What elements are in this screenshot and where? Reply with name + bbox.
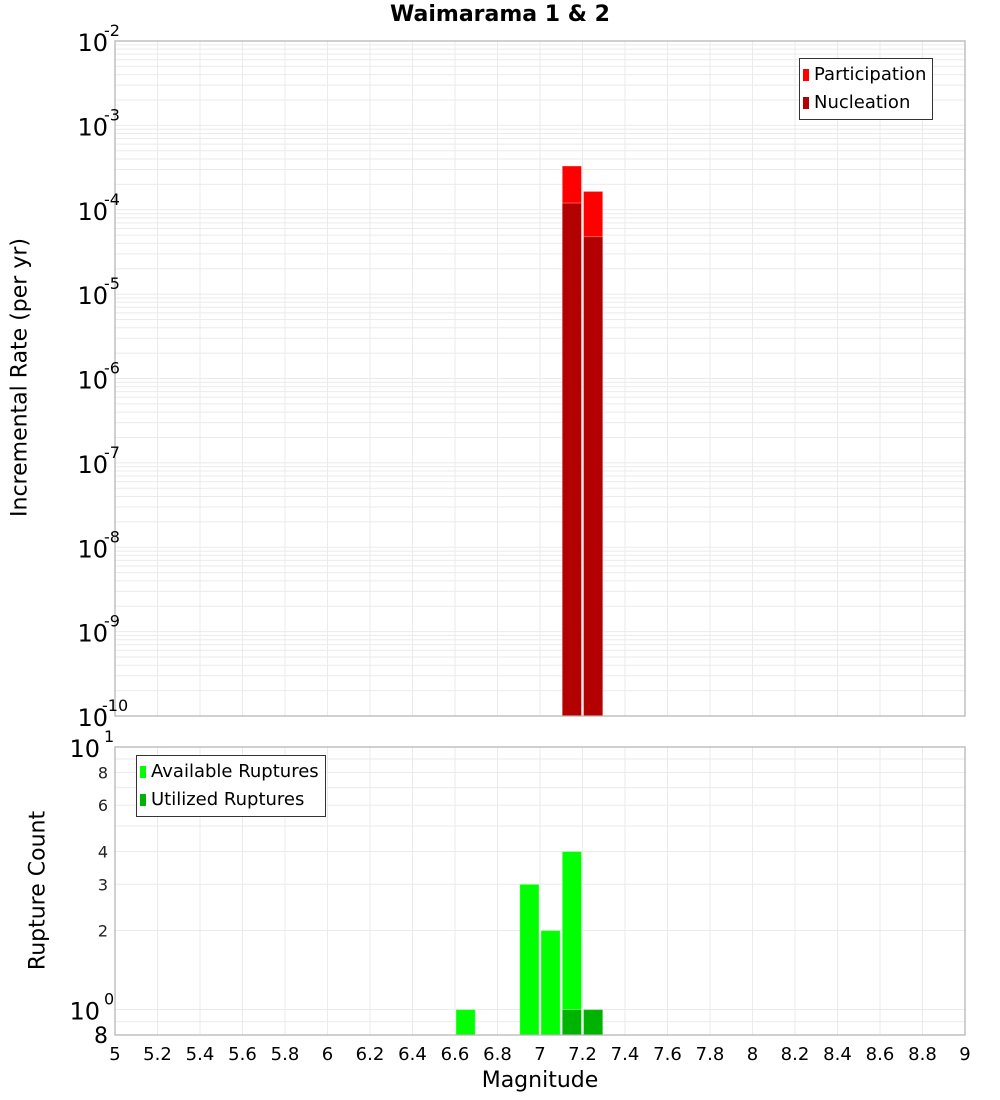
count-bar [455, 1009, 476, 1036]
svg-text:-6: -6 [104, 359, 120, 378]
count-bar [540, 930, 561, 1036]
x-tick-label: 8.6 [866, 1044, 895, 1065]
x-tick-label: 5.4 [186, 1044, 215, 1065]
y-tick-label: 10 [77, 29, 108, 57]
x-tick-label: 5.6 [228, 1044, 257, 1065]
y-tick-label: 3 [98, 875, 108, 894]
x-tick-label: 6.4 [398, 1044, 427, 1065]
rate-bar [561, 202, 582, 717]
legend-item-available: Available Ruptures [140, 758, 319, 786]
legend-item-utilized: Utilized Ruptures [140, 786, 319, 814]
y-tick-label: 10 [77, 451, 108, 479]
y-tick-label: 10 [77, 367, 108, 395]
x-tick-label: 8.4 [823, 1044, 852, 1065]
legend-label: Participation [814, 64, 927, 85]
y-tick-label: 8 [98, 763, 108, 782]
count-bar [583, 1009, 604, 1036]
y-tick-label: 10 [77, 113, 108, 141]
svg-text:-5: -5 [104, 274, 120, 293]
y-tick-label: 2 [98, 922, 108, 941]
x-tick-label: 5.8 [271, 1044, 300, 1065]
x-tick-label: 8 [747, 1044, 758, 1065]
x-tick-label: 5 [109, 1044, 120, 1065]
svg-text:-9: -9 [104, 612, 120, 631]
legend-item-participation: Participation [803, 61, 926, 89]
y-tick-label: 10 [69, 735, 100, 763]
svg-text:-4: -4 [104, 190, 120, 209]
y-tick-label: 10 [77, 198, 108, 226]
x-tick-label: 7.4 [611, 1044, 640, 1065]
svg-text:-8: -8 [104, 527, 120, 546]
top-y-axis-label: Incremental Rate (per yr) [7, 238, 33, 517]
svg-text:-7: -7 [104, 443, 120, 462]
x-tick-label: 6.6 [441, 1044, 470, 1065]
y-tick-label: 10 [77, 704, 108, 732]
x-tick-label: 8.8 [908, 1044, 937, 1065]
y-tick-label: 6 [98, 796, 108, 815]
count-bar [519, 883, 540, 1036]
available-swatch-icon [140, 766, 146, 778]
count-plot [114, 746, 966, 1036]
bottom-y-axis-label: Rupture Count [25, 810, 51, 971]
participation-swatch-icon [803, 69, 809, 81]
x-tick-label: 7 [534, 1044, 545, 1065]
x-tick-label: 8.2 [781, 1044, 810, 1065]
y-tick-label: 10 [69, 998, 100, 1026]
x-tick-label: 6.2 [356, 1044, 385, 1065]
svg-text:-3: -3 [104, 105, 120, 124]
x-tick-label: 7.8 [696, 1044, 725, 1065]
top-legend: Participation Nucleation [799, 58, 934, 120]
y-tick-label: 10 [77, 535, 108, 563]
x-tick-label: 7.2 [568, 1044, 597, 1065]
count-bar [561, 850, 582, 1036]
utilized-swatch-icon [140, 794, 146, 806]
y-tick-label: 4 [98, 842, 108, 861]
bottom-legend: Available Ruptures Utilized Ruptures [136, 755, 326, 817]
nucleation-swatch-icon [803, 97, 809, 109]
x-tick-label: 9 [959, 1044, 970, 1065]
chart-title: Waimarama 1 & 2 [390, 2, 610, 27]
rate-bar [583, 236, 604, 717]
legend-item-nucleation: Nucleation [803, 89, 926, 117]
svg-text:1: 1 [104, 727, 114, 746]
y-tick-label: 10 [77, 282, 108, 310]
rate-plot [114, 40, 966, 717]
legend-label: Nucleation [814, 92, 911, 113]
svg-text:-10: -10 [102, 696, 128, 715]
svg-text:-2: -2 [104, 21, 120, 40]
x-tick-label: 7.6 [653, 1044, 682, 1065]
x-tick-label: 6 [322, 1044, 333, 1065]
svg-text:0: 0 [104, 990, 114, 1009]
legend-label: Utilized Ruptures [151, 789, 305, 810]
count-bar [561, 1009, 582, 1036]
y-tick-label: 8 [94, 1024, 108, 1049]
legend-label: Available Ruptures [151, 761, 319, 782]
y-tick-label: 10 [77, 620, 108, 648]
x-tick-label: 6.8 [483, 1044, 512, 1065]
x-axis-label: Magnitude [481, 1068, 599, 1093]
x-tick-label: 5.2 [143, 1044, 172, 1065]
